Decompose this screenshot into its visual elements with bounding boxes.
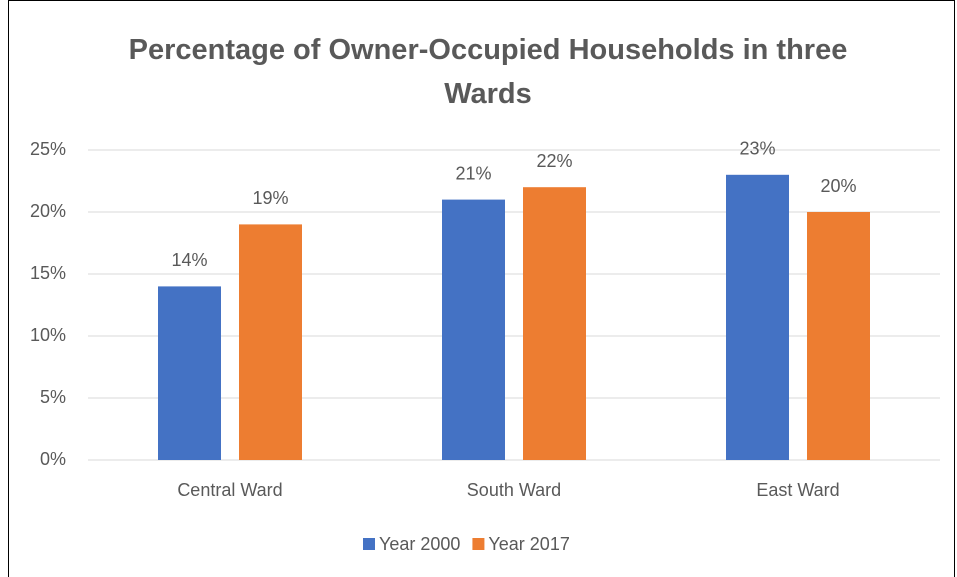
legend-swatch [363,538,375,550]
data-label: 22% [536,151,572,171]
x-tick-label: Central Ward [177,480,282,500]
y-tick-label: 10% [30,325,66,345]
y-tick-label: 25% [30,139,66,159]
legend-swatch [472,538,485,550]
y-tick-label: 5% [40,387,66,407]
bar [726,174,789,461]
x-tick-label: South Ward [467,480,561,500]
chart-title: Percentage of Owner-Occupied Households … [128,34,848,110]
bar [239,224,302,460]
x-tick-label: East Ward [756,480,839,500]
bar [523,187,586,460]
y-tick-label: 15% [30,263,66,283]
data-label: 19% [252,188,288,208]
legend-label: Year 2017 [488,534,569,554]
frame [8,0,955,577]
data-label: 21% [455,163,491,183]
bar [442,199,505,460]
data-label: 14% [171,250,207,270]
bar [807,212,870,460]
data-label: 20% [820,176,856,196]
y-tick-label: 20% [30,201,66,221]
bar [158,286,221,460]
data-label: 23% [739,139,775,159]
legend-label: Year 2000 [379,534,460,554]
y-tick-label: 0% [40,449,66,469]
